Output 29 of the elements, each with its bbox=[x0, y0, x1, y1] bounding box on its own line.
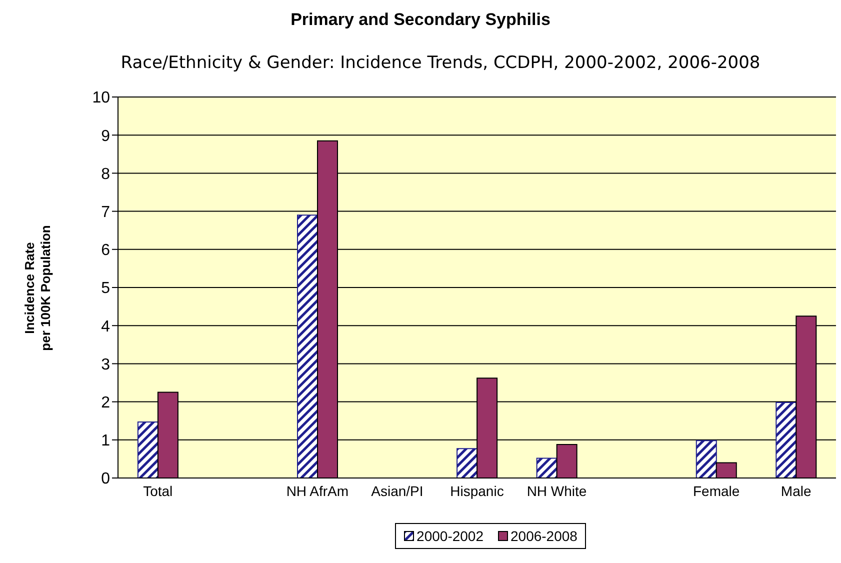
bar bbox=[696, 440, 717, 478]
x-tick-label: NH White bbox=[526, 482, 587, 499]
y-tick-label: 0 bbox=[101, 470, 110, 488]
legend-label: 2006-2008 bbox=[510, 528, 578, 544]
chart-title: Primary and Secondary Syphilis bbox=[290, 10, 552, 30]
bar bbox=[536, 458, 558, 478]
y-tick-label: 4 bbox=[101, 318, 110, 336]
x-tick-label: Hispanic bbox=[450, 482, 504, 499]
x-tick-label: Asian/PI bbox=[371, 482, 424, 499]
y-tick-label: 3 bbox=[101, 356, 110, 374]
x-tick-label: Male bbox=[780, 482, 812, 499]
y-axis-title: Incidence Rate per 100K Population bbox=[22, 225, 53, 351]
x-tick-label: NH AfrAm bbox=[286, 482, 349, 499]
bar bbox=[137, 421, 158, 478]
bar bbox=[297, 214, 318, 478]
x-tick-label: Total bbox=[143, 482, 173, 499]
legend-label: 2000-2002 bbox=[416, 528, 484, 544]
y-tick-label: 2 bbox=[101, 394, 110, 412]
y-tick-label: 1 bbox=[101, 432, 110, 450]
y-tick-label: 6 bbox=[101, 242, 110, 260]
bar bbox=[456, 448, 478, 478]
y-tick-label: 10 bbox=[92, 90, 110, 107]
y-tick-label: 7 bbox=[101, 204, 110, 221]
y-tick-label: 5 bbox=[101, 280, 110, 298]
y-tick-label: 8 bbox=[101, 166, 110, 183]
chart-subtitle: Race/Ethnicity & Gender: Incidence Trends, CCDPH, 2000-2002, 2006-2008 bbox=[120, 53, 762, 73]
x-tick-label: Female bbox=[692, 482, 740, 499]
y-tick-label: 9 bbox=[101, 128, 110, 145]
bar bbox=[776, 402, 797, 478]
